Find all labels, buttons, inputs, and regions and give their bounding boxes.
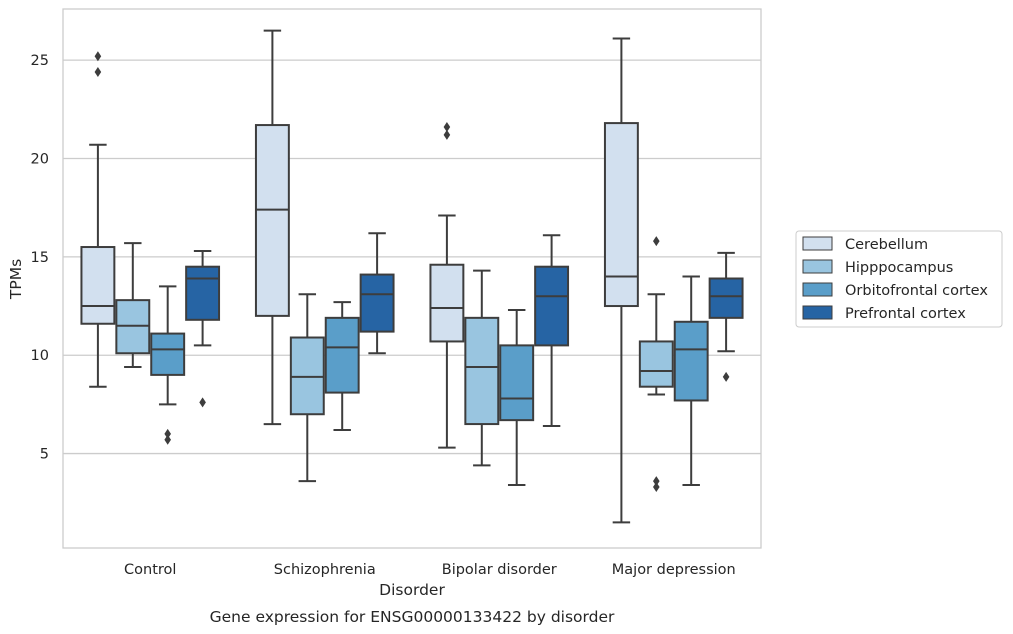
y-axis-label: TPMs (7, 259, 25, 300)
outlier-point (164, 434, 171, 445)
box-groups (80, 29, 744, 524)
outlier-point (94, 51, 102, 62)
box-cerebellum (254, 29, 290, 426)
outlier-point (443, 122, 451, 133)
outlier-point (443, 129, 451, 140)
box-orbitofrontal-cortex (499, 308, 535, 487)
box-prefrontal-cortex (534, 234, 570, 428)
box-body (254, 124, 290, 317)
box-body (80, 246, 116, 325)
box-body (150, 332, 186, 376)
box-orbitofrontal-cortex (324, 301, 360, 431)
legend-swatch (802, 282, 833, 297)
legend: Cerebellum Hipppocampus Orbitofrontal cort… (795, 230, 1003, 328)
legend-label: Orbitofrontal cortex (845, 283, 988, 299)
box-orbitofrontal-cortex (673, 275, 709, 487)
box-hipppocampus (289, 293, 325, 483)
legend-label: Prefrontal cortex (845, 306, 966, 322)
x-tick-label: Control (124, 562, 176, 578)
outlier-point (722, 371, 730, 382)
box-body (185, 265, 221, 321)
y-tick-label: 15 (31, 250, 49, 266)
box-prefrontal-cortex (708, 251, 744, 382)
box-body (429, 263, 465, 343)
y-tick-labels: 5 10 15 20 25 (31, 53, 49, 462)
legend-swatch (802, 236, 833, 251)
y-tick-label: 10 (31, 348, 49, 364)
legend-label: Cerebellum (845, 237, 928, 253)
outlier-point (199, 397, 206, 408)
box-body (324, 316, 360, 394)
box-orbitofrontal-cortex (150, 285, 186, 445)
box-body (708, 277, 744, 319)
y-tick-label: 5 (40, 447, 49, 463)
x-tick-label: Schizophrenia (274, 562, 376, 578)
box-body (464, 316, 500, 426)
box-hipppocampus (115, 242, 151, 369)
box-hipppocampus (464, 269, 500, 467)
x-tick-label: Bipolar disorder (442, 562, 557, 578)
x-tick-label: Major depression (612, 562, 736, 578)
legend-swatch (802, 259, 833, 274)
box-prefrontal-cortex (359, 232, 395, 355)
outlier-point (653, 482, 660, 493)
box-body (499, 344, 535, 422)
box-body (638, 340, 674, 388)
legend-frame (795, 230, 1003, 328)
outlier-point (164, 428, 171, 439)
box-prefrontal-cortex (185, 249, 221, 408)
outlier-point (653, 236, 660, 247)
box-body (534, 265, 570, 347)
box-cerebellum (429, 122, 465, 449)
box-body (673, 320, 709, 402)
x-axis-label: Disorder (379, 581, 445, 599)
legend-swatch (802, 305, 833, 320)
x-tick-labels: Control Schizophrenia Bipolar disorder Majo… (124, 562, 736, 578)
y-tick-label: 25 (31, 53, 49, 69)
plot-frame (62, 8, 762, 549)
outlier-point (653, 476, 660, 487)
chart-caption: Gene expression for ENSG00000133422 by d… (210, 608, 615, 626)
outlier-point (94, 66, 102, 77)
legend-label: Hipppocampus (845, 260, 953, 276)
box-cerebellum (80, 51, 116, 388)
box-cerebellum (603, 37, 639, 524)
box-hipppocampus (638, 236, 674, 493)
box-body (603, 122, 639, 308)
box-body (359, 273, 395, 333)
y-tick-label: 20 (31, 152, 49, 168)
